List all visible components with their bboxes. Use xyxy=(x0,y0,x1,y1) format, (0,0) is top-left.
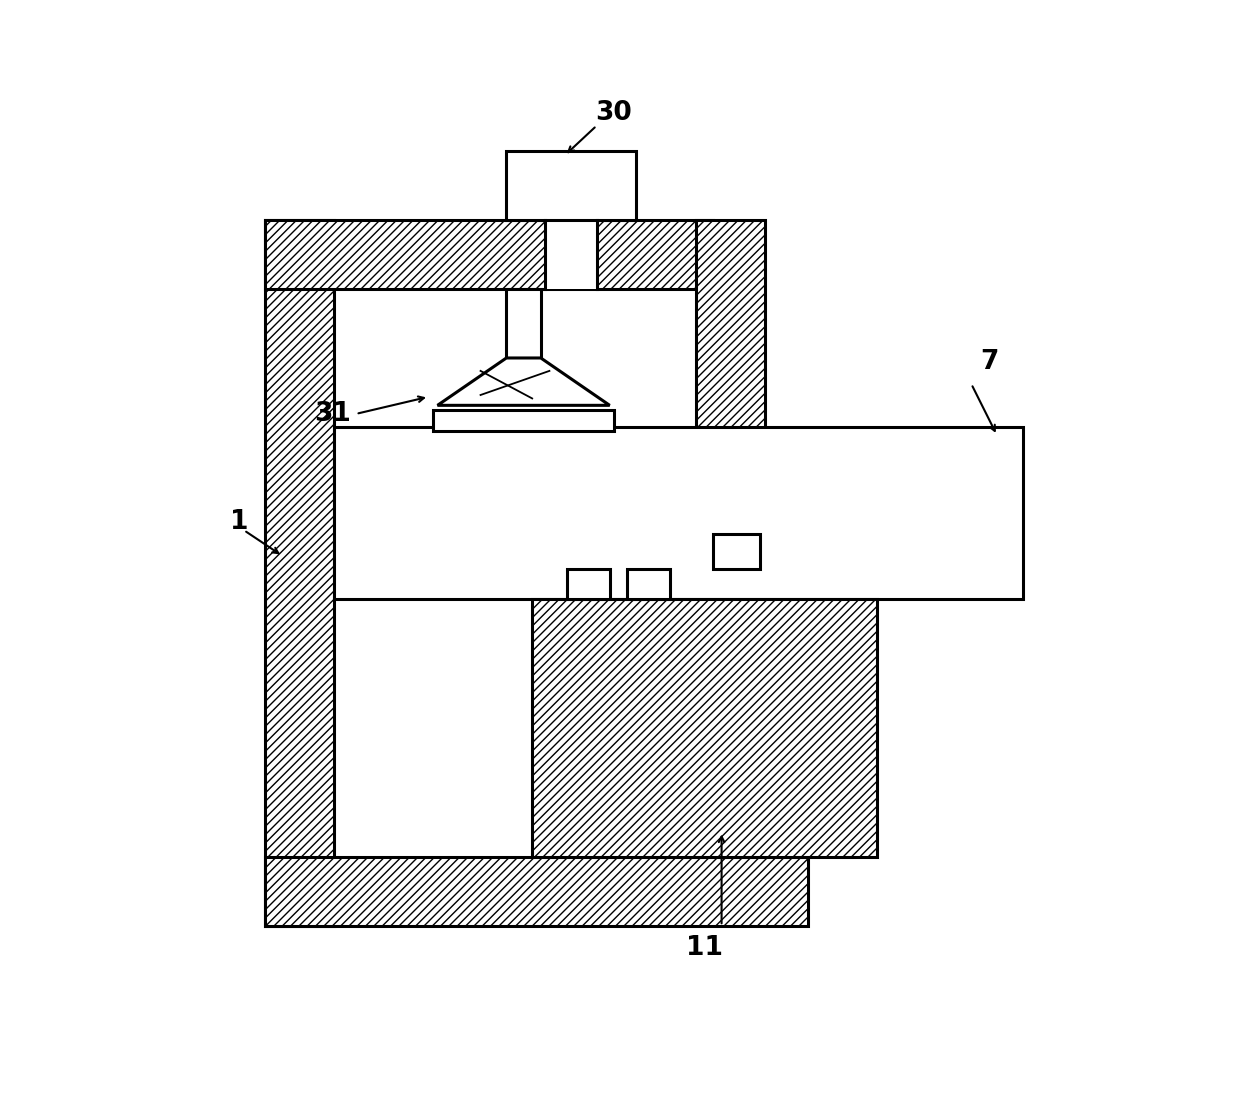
Bar xyxy=(627,569,670,599)
Text: 7: 7 xyxy=(980,349,998,376)
Bar xyxy=(713,534,760,569)
Bar xyxy=(696,220,765,599)
Bar xyxy=(265,858,807,926)
Text: 11: 11 xyxy=(686,935,723,960)
Bar xyxy=(265,220,713,290)
Bar xyxy=(265,220,335,926)
Bar xyxy=(532,599,877,858)
Bar xyxy=(546,220,596,290)
Bar xyxy=(335,427,1023,599)
Bar xyxy=(506,151,635,220)
Text: 1: 1 xyxy=(231,509,249,534)
Bar xyxy=(506,290,541,358)
Text: 30: 30 xyxy=(595,100,632,125)
Bar xyxy=(433,409,614,432)
Polygon shape xyxy=(438,358,610,406)
Bar xyxy=(567,569,610,599)
Text: 31: 31 xyxy=(315,401,351,427)
